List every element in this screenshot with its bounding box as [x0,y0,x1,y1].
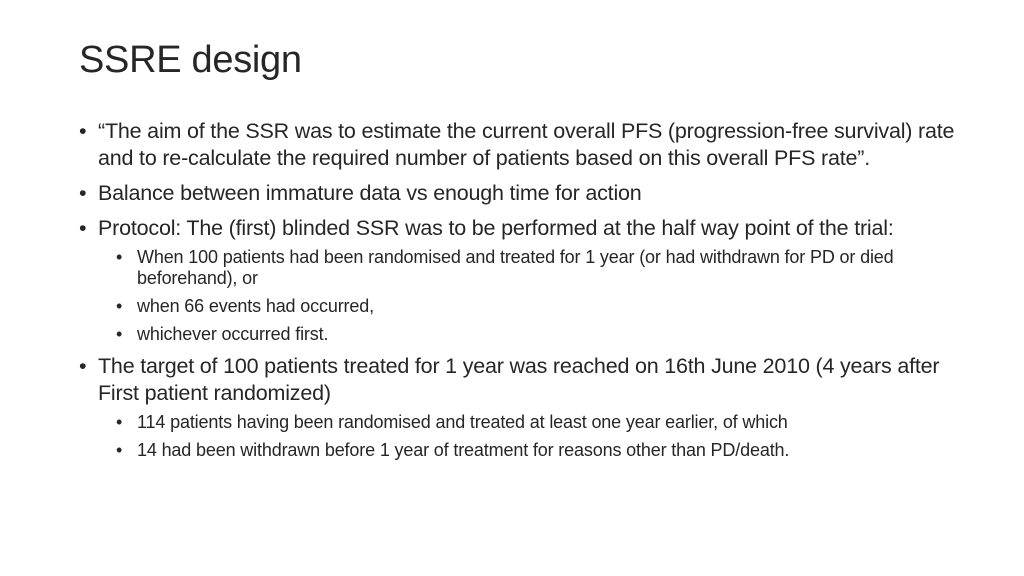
bullet-list: • “The aim of the SSR was to estimate th… [79,118,959,461]
bullet-text: Balance between immature data vs enough … [98,181,642,205]
bullet-text: “The aim of the SSR was to estimate the … [98,119,955,170]
sub-bullet-list: • 114 patients having been randomised an… [116,412,959,461]
sub-bullet-icon: • [116,440,123,460]
sub-bullet-list: • When 100 patients had been randomised … [116,247,959,345]
sub-bullet-text: 14 had been withdrawn before 1 year of t… [137,440,790,460]
bullet-text: The target of 100 patients treated for 1… [98,354,940,405]
bullet-text: Protocol: The (first) blinded SSR was to… [98,216,894,240]
sub-bullet-text: 114 patients having been randomised and … [137,412,788,432]
sub-bullet-text: whichever occurred first. [137,324,329,344]
sub-bullet-icon: • [116,296,123,316]
slide-title: SSRE design [79,39,302,81]
sub-bullet-text: When 100 patients had been randomised an… [137,247,894,288]
sub-bullet-item: • whichever occurred first. [116,324,959,345]
sub-bullet-icon: • [116,324,123,344]
bullet-icon: • [79,354,87,378]
bullet-item-aim: • “The aim of the SSR was to estimate th… [79,118,959,172]
slide-body: • “The aim of the SSR was to estimate th… [79,118,959,469]
bullet-icon: • [79,119,87,143]
bullet-item-balance: • Balance between immature data vs enoug… [79,180,959,207]
sub-bullet-text: when 66 events had occurred, [137,296,374,316]
sub-bullet-icon: • [116,247,123,267]
sub-bullet-item: • 14 had been withdrawn before 1 year of… [116,440,959,461]
bullet-item-target: • The target of 100 patients treated for… [79,353,959,461]
bullet-icon: • [79,181,87,205]
sub-bullet-item: • 114 patients having been randomised an… [116,412,959,433]
sub-bullet-item: • when 66 events had occurred, [116,296,959,317]
sub-bullet-icon: • [116,412,123,432]
bullet-icon: • [79,216,87,240]
bullet-item-protocol: • Protocol: The (first) blinded SSR was … [79,215,959,345]
sub-bullet-item: • When 100 patients had been randomised … [116,247,959,289]
